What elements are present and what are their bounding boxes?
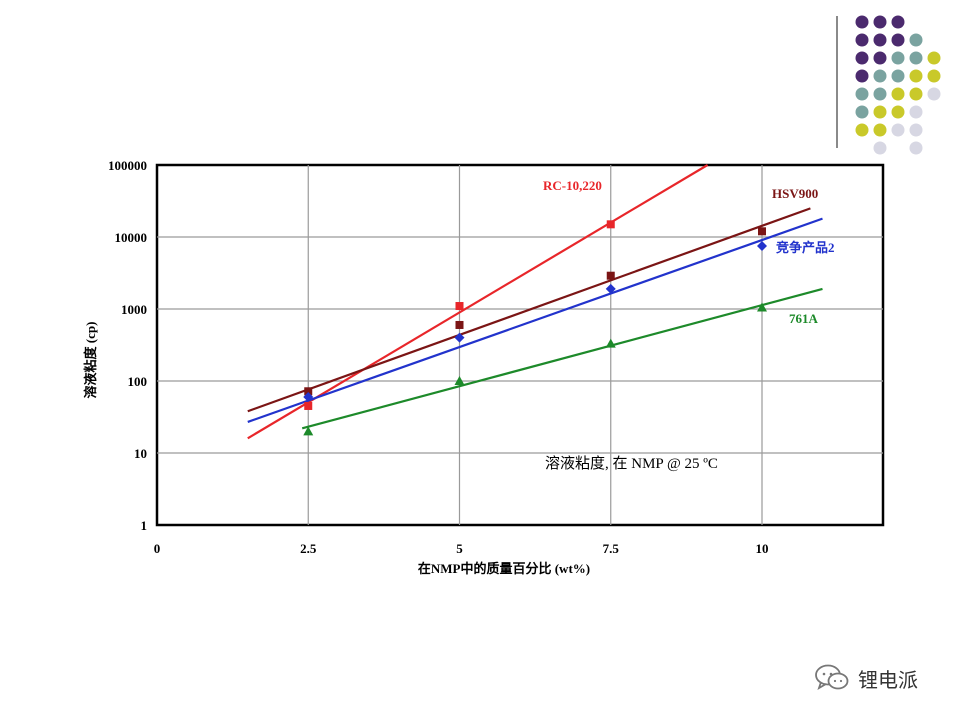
series-hsv900-trend-line: [247, 207, 811, 413]
series-rc-10-220-point: [606, 220, 615, 229]
series-hsv900-point: [758, 227, 766, 236]
x-tick-label: 7.5: [603, 541, 620, 556]
chat-bubbles-icon: [815, 664, 849, 690]
series-rc-10-220-point: [455, 302, 464, 311]
y-tick-label: 100: [128, 374, 148, 389]
series-hsv900-point: [606, 271, 615, 280]
plot-area-frame: [155, 163, 885, 527]
watermark-text: 锂电派: [858, 667, 918, 692]
chart-title: 溶液粘度, 在 NMP @ 25 ºC: [545, 455, 718, 472]
y-axis-label: 溶液粘度 (cp): [83, 322, 98, 399]
series-2-trend-line: [247, 217, 823, 423]
series-rc-10-220-point: [304, 401, 313, 410]
data-points: [303, 220, 767, 436]
decorative-divider-line: [836, 16, 838, 148]
series-761a-trend-line: [301, 287, 823, 430]
series-2-point: [454, 332, 465, 343]
y-tick-label: 1000: [121, 302, 147, 317]
axis-tick-labels: 0 2.5 5 7.5 10 1 10 100 1000 10000 100000: [108, 158, 769, 556]
series-hsv900-point: [304, 387, 313, 396]
series-2-label: 竞争产品2: [776, 240, 835, 255]
series-rc-10-220-trend-line: [247, 164, 709, 440]
series-761a-point: [605, 338, 616, 348]
series-rc-10-220-label: RC-10,220: [543, 178, 602, 193]
series-hsv900-point: [455, 320, 464, 329]
series-2-point: [757, 240, 767, 251]
y-tick-label: 10: [134, 446, 147, 461]
series-hsv900-label: HSV900: [772, 186, 818, 201]
trend-lines: [247, 164, 823, 440]
watermark: 锂电派: [814, 660, 918, 696]
viscosity-chart: 0 2.5 5 7.5 10 1 10 100 1000 10000 100000 RC-10,22…: [83, 158, 885, 576]
x-tick-label: 5: [456, 541, 463, 556]
series-761a-label: 761A: [789, 311, 819, 326]
series-labels: RC-10,220 HSV900 竞争产品2 761A: [543, 178, 835, 326]
series-761a-point: [303, 426, 314, 436]
y-tick-label: 100000: [108, 158, 147, 173]
series-2-point: [303, 391, 314, 402]
x-tick-label: 0: [154, 541, 161, 556]
series-761a-point: [454, 376, 465, 385]
y-tick-label: 1: [141, 518, 148, 533]
series-761a-point: [757, 302, 767, 312]
x-tick-label: 10: [756, 541, 769, 556]
series-2-point: [605, 283, 616, 294]
x-axis-label: 在NMP中的质量百分比 (wt%): [418, 561, 590, 576]
y-tick-label: 10000: [115, 230, 148, 245]
x-tick-label: 2.5: [300, 541, 317, 556]
